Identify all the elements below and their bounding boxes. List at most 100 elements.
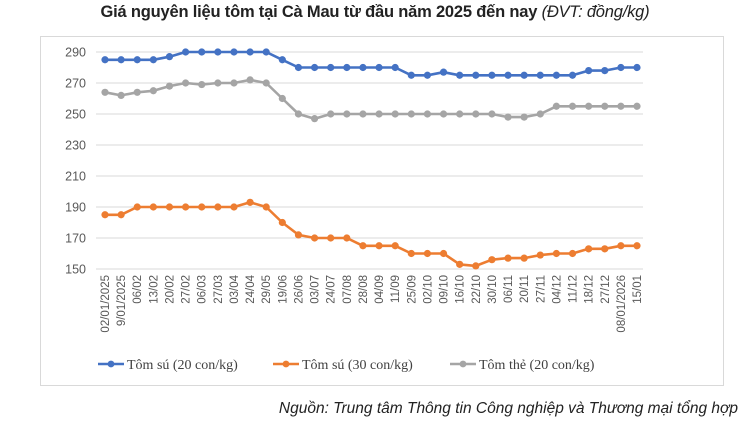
data-point: [359, 242, 367, 250]
legend-item: Tôm sú (20 con/kg): [98, 358, 238, 373]
x-tick-label: 20/11: [519, 275, 531, 303]
data-point: [568, 71, 577, 79]
data-point: [456, 110, 464, 118]
data-point: [117, 56, 125, 64]
data-point: [359, 110, 367, 118]
legend: Tôm sú (20 con/kg) Tôm sú (30 con/kg) Tôm …: [98, 358, 595, 373]
data-point: [391, 63, 399, 72]
data-point: [520, 254, 528, 262]
data-point: [423, 71, 432, 79]
data-point: [246, 76, 254, 84]
data-point: [456, 71, 464, 79]
data-point: [101, 88, 109, 96]
data-point: [278, 94, 286, 103]
data-point: [117, 91, 125, 99]
data-point: [198, 48, 206, 56]
data-point: [165, 82, 174, 90]
data-point: [552, 249, 560, 258]
legend-label: Tôm sú (30 con/kg): [302, 358, 413, 373]
data-point: [504, 254, 512, 262]
legend-marker: [282, 360, 290, 368]
data-point: [423, 110, 432, 118]
data-point: [375, 63, 383, 72]
series-line: [104, 78, 637, 120]
data-point: [327, 63, 335, 72]
x-tick-label: 29/05: [261, 275, 273, 304]
x-tick-label: 11/09: [390, 275, 402, 303]
data-point: [133, 88, 141, 96]
data-point: [633, 63, 641, 72]
data-point: [343, 234, 351, 242]
data-point: [617, 63, 625, 72]
x-tick-label: 02/10: [422, 275, 434, 304]
x-tick-label: 06/03: [197, 275, 209, 304]
y-tick-label: 290: [65, 46, 86, 60]
x-tick-label: 13/02: [148, 275, 160, 304]
legend-item: Tôm sú (30 con/kg): [273, 358, 413, 373]
data-point: [327, 110, 335, 118]
data-point: [520, 71, 528, 79]
data-point: [488, 110, 496, 118]
data-point: [214, 48, 222, 56]
y-tick-label: 170: [65, 232, 86, 246]
data-point: [230, 48, 238, 56]
data-point: [472, 110, 480, 118]
data-point: [488, 256, 496, 264]
data-point: [294, 63, 303, 72]
x-tick-label: 27/03: [213, 275, 225, 304]
data-point: [633, 242, 641, 250]
x-tick-label: 15/01: [632, 275, 644, 304]
data-point: [601, 102, 609, 110]
data-point: [198, 80, 206, 89]
x-tick-label: 09/10: [439, 275, 451, 304]
data-point: [439, 249, 448, 258]
legend-label: Tôm thẻ (20 con/kg): [479, 358, 595, 373]
data-point: [391, 110, 399, 118]
y-axis-ticks: 150 170 190 210 230 250 270 290: [65, 46, 86, 277]
data-point: [633, 102, 641, 110]
series-lines: [101, 48, 641, 270]
data-point: [214, 79, 222, 87]
data-point: [585, 245, 593, 253]
x-tick-label: 27/12: [600, 275, 612, 304]
data-point: [165, 53, 174, 61]
x-tick-label: 22/10: [471, 275, 483, 304]
data-point: [504, 71, 512, 79]
series-line: [105, 50, 637, 77]
x-tick-label: 27/11: [535, 275, 547, 303]
data-point: [391, 242, 399, 250]
data-point: [310, 234, 319, 242]
y-tick-label: 230: [65, 139, 86, 153]
x-tick-label: 20/02: [164, 275, 176, 304]
x-tick-label: 18/12: [584, 275, 596, 304]
x-tick-label: 06/02: [132, 275, 144, 304]
x-tick-label: 19/06: [277, 275, 289, 304]
x-tick-label: 27/02: [181, 275, 193, 304]
x-tick-label: 04/12: [551, 275, 563, 304]
data-point: [310, 63, 319, 72]
chart-frame: [40, 36, 724, 386]
data-point: [601, 245, 609, 253]
y-tick-label: 250: [65, 108, 86, 122]
x-tick-label: 11/12: [568, 275, 580, 303]
data-point: [214, 203, 222, 211]
source-note: Nguồn: Trung tâm Thông tin Công nghiệp v…: [278, 400, 738, 417]
data-point: [536, 251, 544, 259]
data-point: [439, 110, 448, 118]
legend-item: Tôm thẻ (20 con/kg): [450, 358, 595, 373]
data-point: [165, 203, 174, 211]
data-point: [327, 234, 335, 242]
x-tick-label: 24/07: [326, 275, 338, 304]
data-point: [536, 110, 544, 118]
data-point: [133, 203, 141, 211]
series-3: [101, 76, 641, 123]
data-point: [117, 211, 125, 219]
x-tick-label: 02/01/2025: [100, 275, 112, 333]
y-tick-label: 270: [65, 77, 86, 91]
y-tick-label: 150: [65, 263, 86, 277]
x-tick-label: 26/06: [293, 275, 305, 304]
x-tick-label: 28/08: [358, 275, 370, 304]
data-point: [585, 67, 593, 75]
data-point: [101, 56, 109, 64]
